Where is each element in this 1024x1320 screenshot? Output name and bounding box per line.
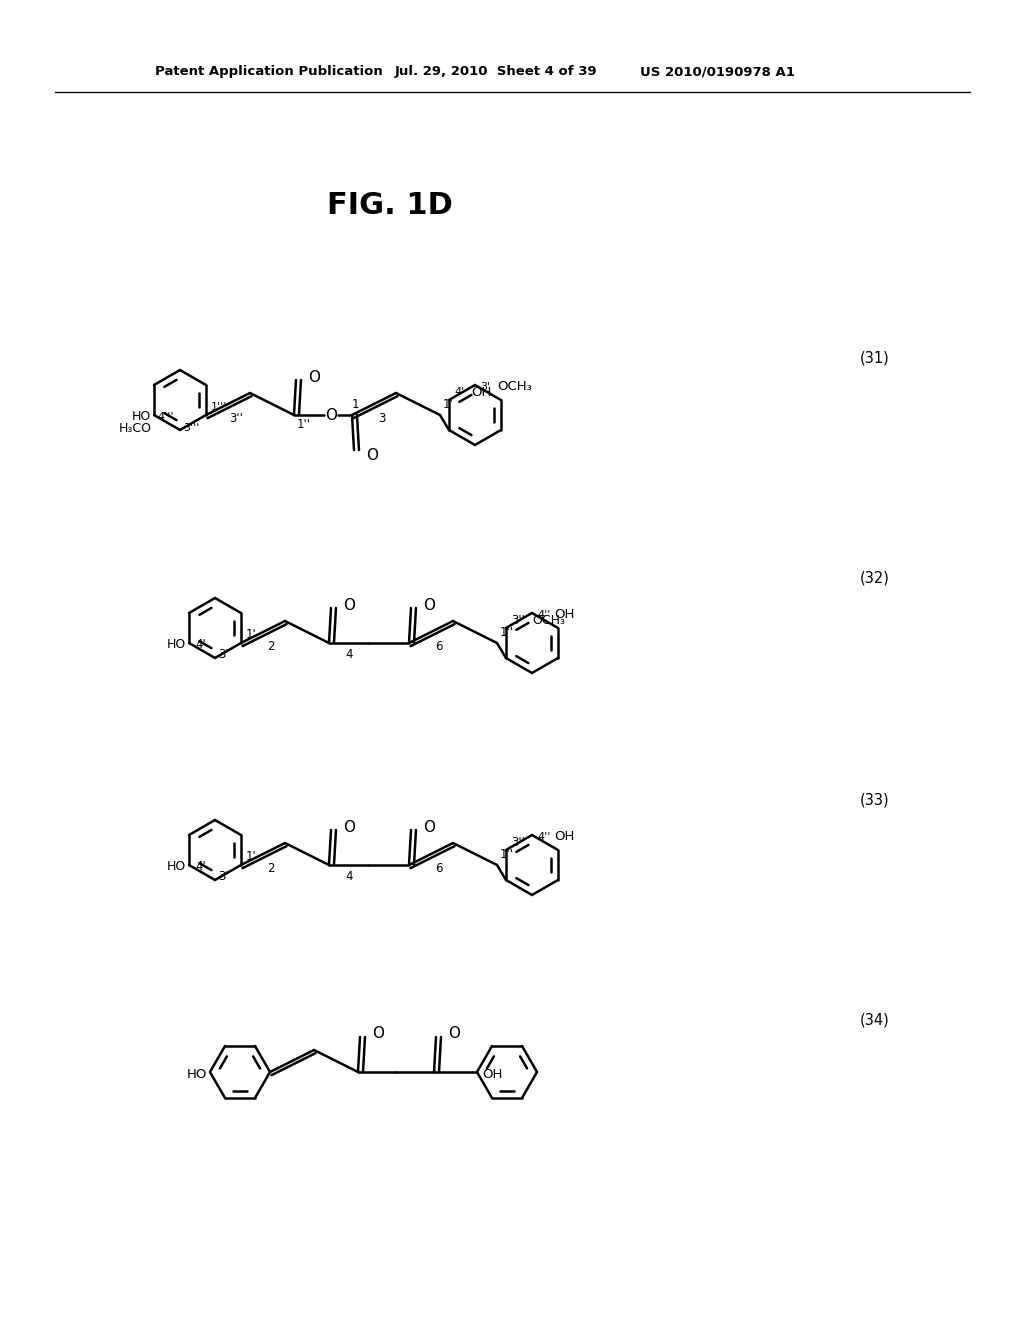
Text: 6: 6 (435, 862, 442, 874)
Text: US 2010/0190978 A1: US 2010/0190978 A1 (640, 66, 795, 78)
Text: 4': 4' (195, 639, 206, 652)
Text: 3'': 3'' (511, 614, 525, 627)
Text: HO: HO (186, 1068, 207, 1081)
Text: 1'': 1'' (297, 418, 311, 432)
Text: HO: HO (167, 639, 186, 652)
Text: HO: HO (167, 861, 186, 874)
Text: 1': 1' (443, 399, 454, 412)
Text: OCH₃: OCH₃ (497, 380, 531, 393)
Text: O: O (343, 820, 355, 834)
Text: 4'': 4'' (537, 832, 550, 842)
Text: (33): (33) (860, 792, 890, 808)
Text: 4': 4' (454, 387, 464, 397)
Text: OH: OH (554, 830, 574, 843)
Text: 3: 3 (378, 412, 386, 425)
Text: 1'': 1'' (500, 849, 514, 862)
Text: 2: 2 (267, 862, 274, 874)
Text: 1': 1' (246, 628, 257, 642)
Text: O: O (449, 1027, 460, 1041)
Text: O: O (372, 1027, 384, 1041)
Text: 3': 3' (218, 870, 228, 883)
Text: O: O (366, 447, 378, 462)
Text: OH: OH (554, 609, 574, 622)
Text: 3': 3' (480, 381, 490, 392)
Text: 1''': 1''' (211, 403, 227, 412)
Text: O: O (423, 598, 435, 612)
Text: 4: 4 (345, 648, 352, 661)
Text: H₃CO: H₃CO (119, 421, 152, 434)
Text: O: O (308, 370, 319, 384)
Text: O: O (343, 598, 355, 612)
Text: 1': 1' (246, 850, 257, 863)
Text: 4''': 4''' (157, 412, 173, 422)
Text: 3''': 3''' (183, 422, 200, 433)
Text: 4': 4' (195, 861, 206, 874)
Text: OH: OH (482, 1068, 503, 1081)
Text: 3': 3' (218, 648, 228, 661)
Text: (32): (32) (860, 570, 890, 586)
Text: OCH₃: OCH₃ (532, 614, 565, 627)
Text: (31): (31) (860, 351, 890, 366)
Text: OH: OH (471, 385, 492, 399)
Text: 4'': 4'' (537, 610, 550, 620)
Text: 1'': 1'' (500, 627, 514, 639)
Text: Patent Application Publication: Patent Application Publication (155, 66, 383, 78)
Text: HO: HO (132, 411, 151, 424)
Text: FIG. 1D: FIG. 1D (327, 190, 453, 219)
Text: (34): (34) (860, 1012, 890, 1027)
Text: 3'': 3'' (511, 836, 525, 849)
Text: 1: 1 (351, 399, 358, 412)
Text: Jul. 29, 2010  Sheet 4 of 39: Jul. 29, 2010 Sheet 4 of 39 (395, 66, 598, 78)
Text: 2: 2 (267, 639, 274, 652)
Text: 3'': 3'' (229, 412, 243, 425)
Text: O: O (325, 408, 337, 422)
Text: O: O (423, 820, 435, 834)
Text: 4: 4 (345, 870, 352, 883)
Text: 6: 6 (435, 639, 442, 652)
